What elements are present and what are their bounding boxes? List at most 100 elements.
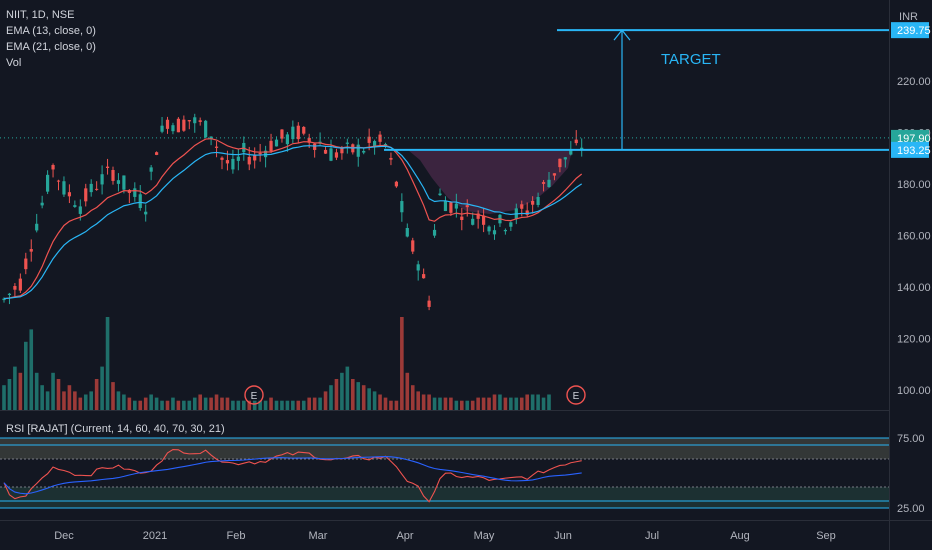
volume-bar <box>198 394 202 410</box>
ema-fast-label[interactable]: EMA (13, close, 0) <box>6 25 96 37</box>
volume-bar <box>73 391 77 410</box>
volume-bar <box>231 400 235 410</box>
volume-bar <box>547 394 551 410</box>
ema-slow-label[interactable]: EMA (21, close, 0) <box>6 41 96 53</box>
rsi-legend[interactable]: RSI [RAJAT] (Current, 14, 60, 40, 70, 30… <box>6 421 225 437</box>
candle <box>541 180 546 192</box>
candle <box>449 201 453 216</box>
volume-bar <box>487 397 491 410</box>
rsi-oversold-band <box>0 487 889 508</box>
volume-bar <box>312 397 317 410</box>
axes: 220.00200.00180.00160.00140.00120.00100.… <box>54 22 931 542</box>
candle <box>427 295 431 311</box>
price-tick: 220.00 <box>897 76 931 88</box>
candle <box>285 132 289 152</box>
candle <box>432 224 437 238</box>
candle <box>100 165 104 195</box>
candle <box>389 152 393 166</box>
volume-bar <box>24 341 28 410</box>
price-tick: 160.00 <box>897 231 931 243</box>
earnings-marker[interactable]: E <box>244 385 264 405</box>
candle <box>323 145 328 154</box>
candle <box>198 117 202 126</box>
rsi-tick: 25.00 <box>897 503 925 515</box>
volume-bar <box>530 394 535 410</box>
candle <box>144 204 148 222</box>
time-tick: Jul <box>645 530 659 542</box>
time-tick: Feb <box>227 530 246 542</box>
volume-bar <box>225 397 230 410</box>
candle <box>492 225 497 240</box>
volume-bar <box>296 400 301 410</box>
volume-label[interactable]: Vol <box>6 57 22 69</box>
trend-drawings[interactable] <box>0 29 889 151</box>
volume-bar <box>367 388 371 410</box>
resistance-price-tag: 193.25 <box>891 141 931 158</box>
candle <box>345 138 349 154</box>
candle <box>443 196 448 212</box>
candle <box>362 147 366 155</box>
volume-bar <box>105 317 110 410</box>
volume-bar <box>323 391 328 410</box>
volume-bar <box>318 397 322 410</box>
volume-bar <box>356 382 361 410</box>
rsi-label[interactable]: RSI [RAJAT] (Current, 14, 60, 40, 70, 30… <box>6 423 225 435</box>
candle <box>13 283 17 298</box>
volume-bar <box>89 391 93 410</box>
volume-bar <box>361 385 366 410</box>
currency-label: INR <box>899 11 918 23</box>
volume-bar <box>258 400 262 410</box>
volume-bar <box>242 400 246 410</box>
candle <box>187 119 191 130</box>
candle <box>220 156 224 170</box>
volume-bar <box>269 397 273 410</box>
volume-bar <box>410 385 415 410</box>
candle <box>569 141 573 156</box>
candle <box>182 115 186 132</box>
earnings-marker[interactable]: E <box>566 385 586 405</box>
rsi-ma-line <box>3 456 582 495</box>
volume-bar <box>154 397 159 410</box>
candle <box>62 176 66 197</box>
volume-bar <box>171 397 175 410</box>
volume-bar <box>40 385 44 410</box>
volume-bar <box>351 379 355 410</box>
candle <box>133 182 137 202</box>
volume-bar <box>514 397 519 410</box>
volume-bar <box>203 397 208 410</box>
candle <box>296 122 300 144</box>
candle <box>580 138 584 157</box>
volume-bar <box>133 400 137 410</box>
cup-pattern-fill <box>408 150 572 214</box>
candle <box>264 145 268 168</box>
candle <box>356 138 360 167</box>
volume-bar <box>503 397 508 410</box>
candle <box>503 228 507 235</box>
candle <box>89 179 93 197</box>
ema-lines <box>3 138 583 300</box>
volume-bar <box>345 366 350 410</box>
price-tick: 140.00 <box>897 282 931 294</box>
volume-bar <box>372 391 377 410</box>
time-tick: Jun <box>554 530 572 542</box>
symbol-line[interactable]: NIIT, 1D, NSE <box>6 9 75 21</box>
rsi-pane <box>0 437 889 509</box>
volume-bar <box>29 329 34 410</box>
volume-bar <box>498 394 502 410</box>
candle <box>105 158 110 175</box>
candle <box>405 223 409 238</box>
volume-bar <box>192 397 197 410</box>
time-tick: 2021 <box>143 530 167 542</box>
volume-bar <box>525 394 529 410</box>
volume-bar <box>138 400 143 410</box>
candle <box>40 195 44 209</box>
volume-bar <box>465 400 470 410</box>
volume-bar <box>421 394 426 410</box>
volume-bar <box>519 397 524 410</box>
rsi-tick: 75.00 <box>897 433 925 445</box>
candle <box>394 180 398 188</box>
volume-bar <box>182 400 186 410</box>
